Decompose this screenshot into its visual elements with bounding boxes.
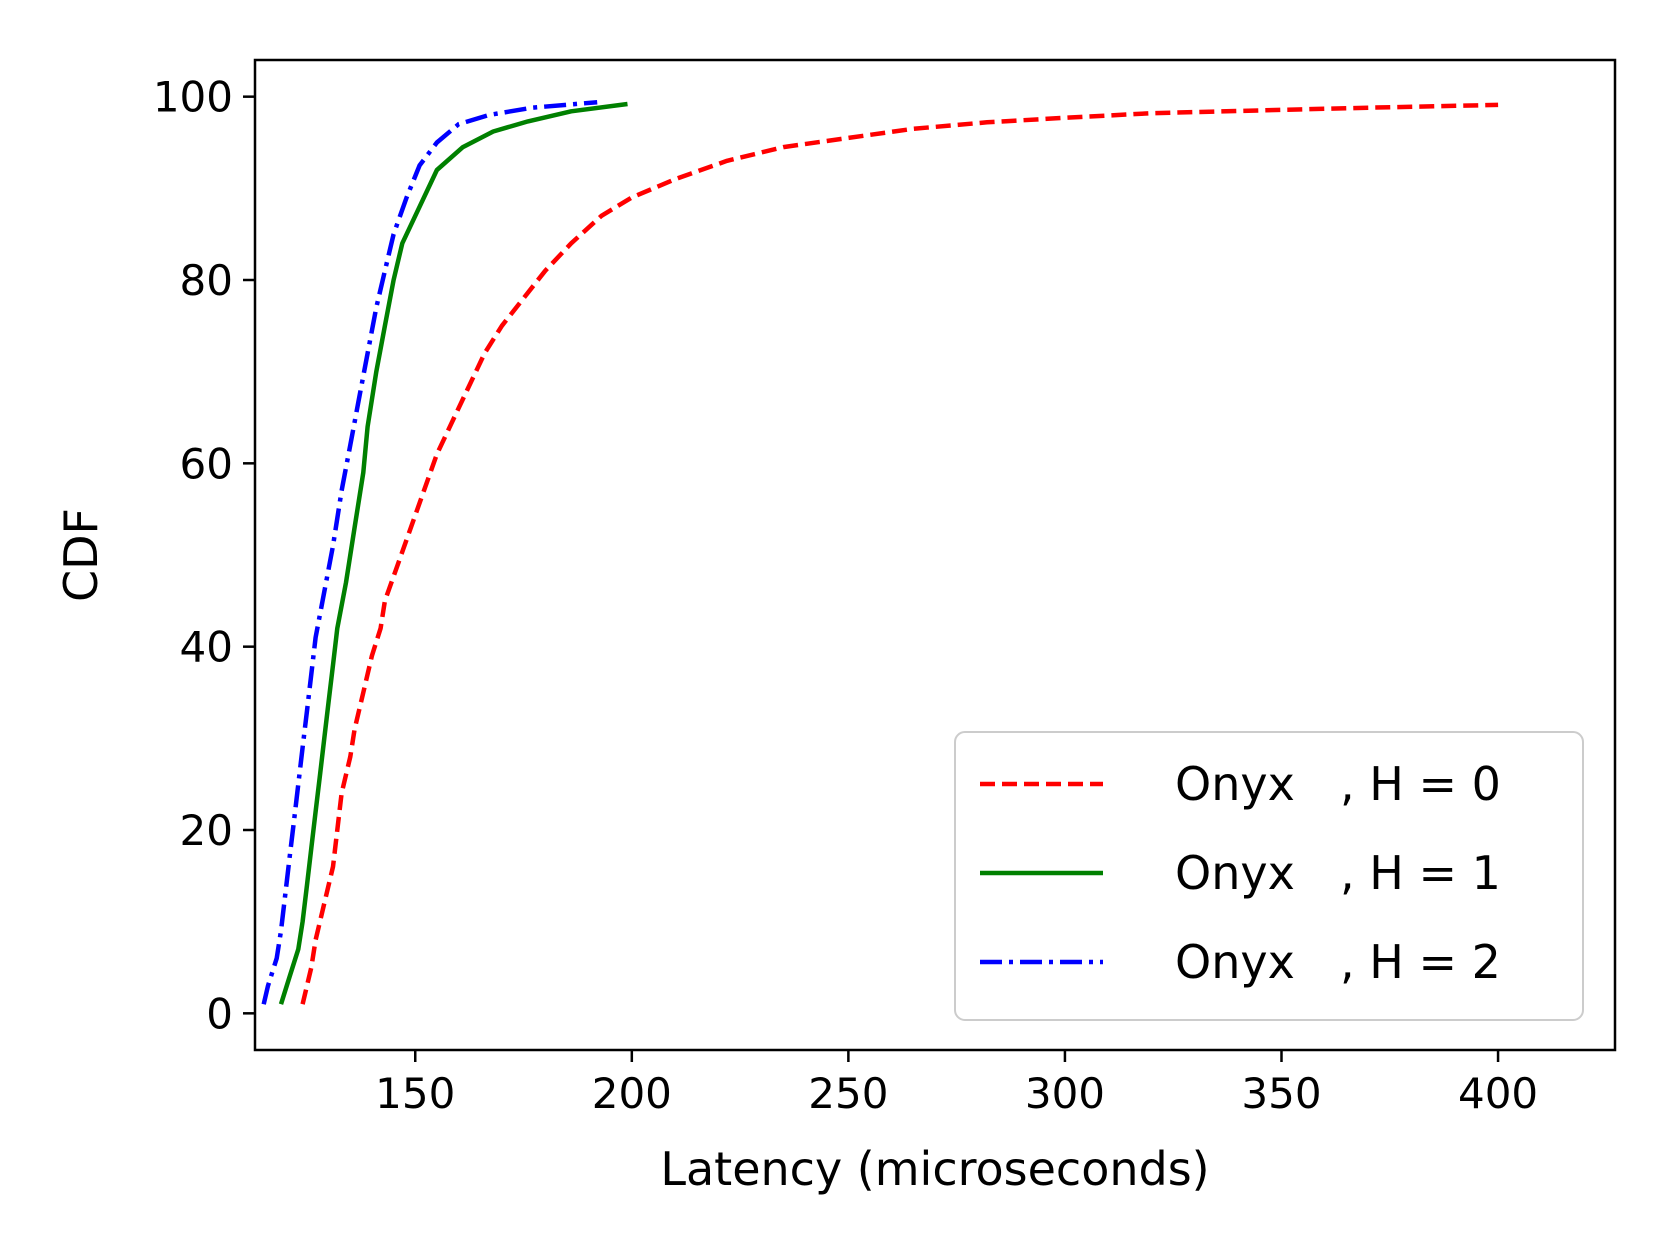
legend-label-h2-suffix: , H = 2 — [1340, 935, 1501, 989]
legend-label-h2-main: Onyx — [1175, 935, 1295, 989]
x-tick-label: 350 — [1241, 1069, 1321, 1118]
series-line-h1 — [278, 101, 628, 1005]
series-line-h0 — [300, 102, 1499, 1005]
legend-label-h1-suffix: , H = 1 — [1340, 846, 1501, 900]
y-tick-label: 40 — [180, 623, 233, 672]
y-tick-label: 100 — [153, 73, 233, 122]
y-tick-label: 0 — [206, 989, 233, 1038]
legend-label-h1-main: Onyx — [1175, 846, 1295, 900]
y-tick-label: 60 — [180, 439, 233, 488]
legend: Onyx , H = 0 Onyx , H = 1 Onyx , H = 2 — [954, 731, 1584, 1021]
series-line-h2 — [261, 99, 598, 1005]
x-axis-label: Latency (microseconds) — [660, 1142, 1209, 1196]
y-tick-label: 80 — [180, 256, 233, 305]
x-tick-label: 300 — [1025, 1069, 1105, 1118]
legend-label-h0-suffix: , H = 0 — [1340, 757, 1501, 811]
y-axis-label: CDF — [54, 508, 108, 602]
legend-label-h0-main: Onyx — [1175, 757, 1295, 811]
axes-layer: 150 200 250 300 350 400 0 20 40 60 80 100 — [153, 73, 1538, 1118]
y-tick-label: 20 — [180, 806, 233, 855]
plot-frame — [253, 58, 1617, 1052]
x-tick-label: 200 — [592, 1069, 672, 1118]
x-tick-label: 150 — [375, 1069, 455, 1118]
x-tick-label: 250 — [808, 1069, 888, 1118]
legend-box — [954, 731, 1584, 1021]
x-tick-label: 400 — [1458, 1069, 1538, 1118]
series-layer — [261, 99, 1499, 1005]
